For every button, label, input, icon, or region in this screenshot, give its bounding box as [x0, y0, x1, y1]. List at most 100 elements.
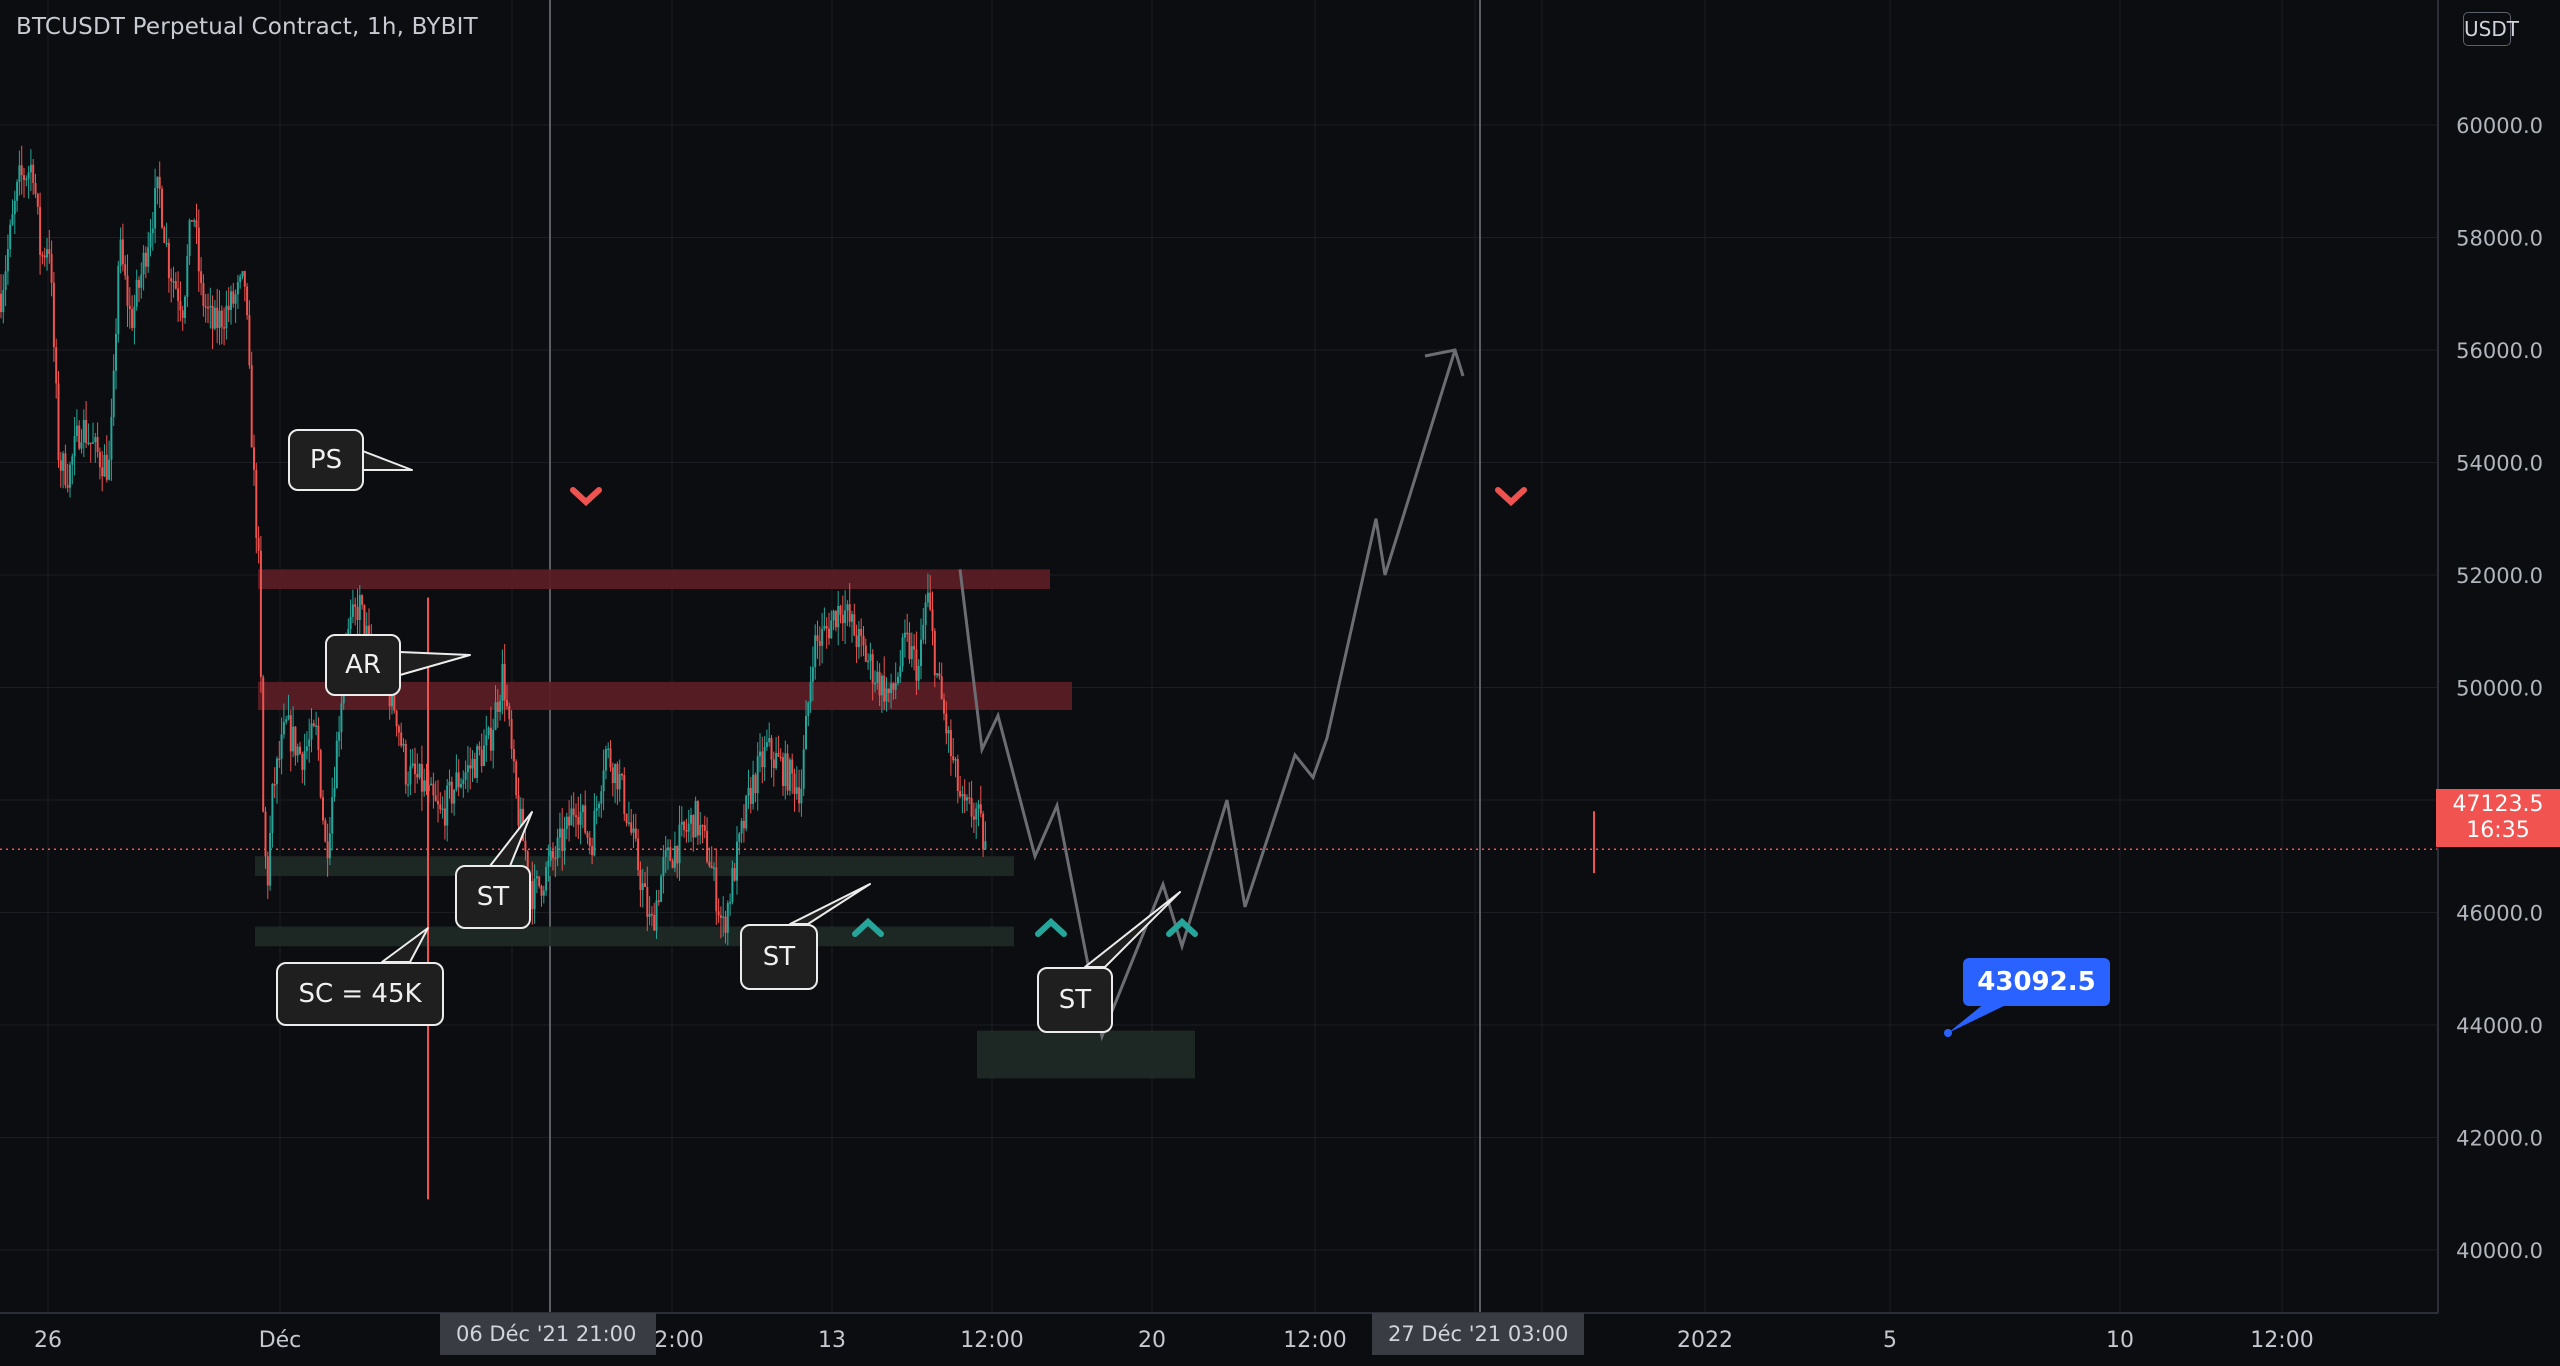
- candle-body: [936, 673, 939, 676]
- candle-body: [464, 772, 467, 780]
- candle-body: [158, 176, 161, 189]
- candle-body: [775, 752, 778, 768]
- candle-body: [913, 646, 916, 650]
- candle-body: [600, 791, 603, 804]
- candle-body: [943, 699, 945, 714]
- candle-body: [110, 416, 113, 460]
- candle-body: [432, 783, 435, 796]
- candle-body: [147, 247, 150, 267]
- candle-body: [894, 683, 897, 690]
- candle-body: [278, 758, 281, 761]
- candle-body: [798, 787, 801, 804]
- candle-body: [535, 876, 538, 879]
- time-tick-label: Déc: [259, 1328, 302, 1353]
- candle-body: [282, 721, 285, 735]
- candle-body: [351, 604, 354, 617]
- candle-body: [556, 837, 559, 859]
- candle-body: [476, 746, 479, 778]
- candle-body: [572, 808, 575, 816]
- candle-body: [554, 857, 557, 860]
- candle-body: [823, 625, 826, 629]
- candle-body: [446, 785, 449, 826]
- candle-body: [945, 713, 948, 734]
- candle-body: [292, 726, 295, 752]
- candle-body: [400, 732, 403, 746]
- candle-body: [170, 278, 173, 282]
- candle-body: [547, 860, 550, 867]
- candle-body: [266, 856, 269, 886]
- candle-body: [119, 239, 122, 266]
- candle-body: [276, 758, 278, 785]
- candle-body: [354, 604, 357, 607]
- candle-body: [903, 632, 906, 638]
- candle-body: [209, 305, 212, 308]
- candle-body: [577, 817, 580, 825]
- price-tick-label: 42000.0: [2456, 1127, 2543, 1151]
- candle-body: [890, 683, 893, 694]
- candle-body: [956, 759, 959, 792]
- candle-body: [926, 592, 929, 603]
- candle-body: [487, 727, 490, 736]
- candle-body: [653, 914, 656, 931]
- candle-body: [253, 447, 255, 470]
- candle-body: [667, 847, 669, 851]
- candle-body: [174, 281, 177, 289]
- candle-body: [200, 271, 203, 284]
- candle-body: [959, 791, 962, 797]
- candle-body: [128, 305, 131, 310]
- candle-body: [713, 867, 715, 869]
- candle-body: [853, 614, 856, 636]
- candle-body: [216, 307, 219, 328]
- candle-body: [34, 182, 37, 194]
- candle-body: [970, 798, 973, 817]
- candle-body: [690, 815, 692, 824]
- candle-body: [299, 746, 301, 754]
- callout-pointer: [359, 449, 413, 471]
- candle-body: [211, 305, 214, 329]
- candle-body: [632, 828, 635, 833]
- candle-countdown: 16:35: [2466, 818, 2530, 843]
- currency-button[interactable]: USDT: [2463, 12, 2519, 46]
- candle-body: [227, 305, 230, 310]
- candle-body: [131, 309, 134, 328]
- target-price-label[interactable]: 43092.5: [1963, 958, 2110, 1006]
- price-tick-label: 44000.0: [2456, 1014, 2543, 1038]
- candle-body: [397, 726, 400, 733]
- candle-body: [363, 604, 366, 639]
- candle-body: [356, 606, 359, 620]
- annotation-ps: PS: [288, 429, 364, 491]
- candle-body: [671, 860, 674, 868]
- candle-body: [358, 595, 361, 620]
- candle-body: [731, 868, 734, 902]
- candle-body: [920, 639, 922, 666]
- time-tick-label: 12:00: [1283, 1328, 1346, 1353]
- candle-body: [952, 756, 955, 761]
- candle-body: [492, 729, 495, 751]
- candle-body: [48, 249, 51, 255]
- candle-body: [94, 436, 97, 443]
- price-axis[interactable]: 60000.0 58000.0 56000.0 54000.0 52000.0 50000…: [2437, 0, 2560, 1366]
- sell-marker-icon: [570, 487, 602, 507]
- candle-body: [639, 870, 642, 891]
- candle-body: [230, 291, 232, 310]
- candle-body: [195, 220, 198, 228]
- candle-body: [839, 605, 842, 615]
- candle-body: [6, 249, 9, 272]
- candle-body: [420, 763, 423, 792]
- annotation-st: ST: [740, 924, 818, 990]
- candle-body: [501, 663, 504, 701]
- candle-body: [250, 365, 253, 448]
- candle-body: [897, 676, 899, 684]
- candle-body: [874, 682, 876, 685]
- candle-body: [338, 732, 341, 741]
- candle-body: [135, 279, 138, 307]
- candle-body: [830, 620, 833, 639]
- candle-body: [644, 883, 646, 887]
- candle-body: [197, 227, 200, 272]
- candle-body: [729, 901, 732, 904]
- candle-body: [627, 822, 630, 824]
- candle-body: [706, 830, 709, 862]
- zone-support: [255, 926, 1014, 947]
